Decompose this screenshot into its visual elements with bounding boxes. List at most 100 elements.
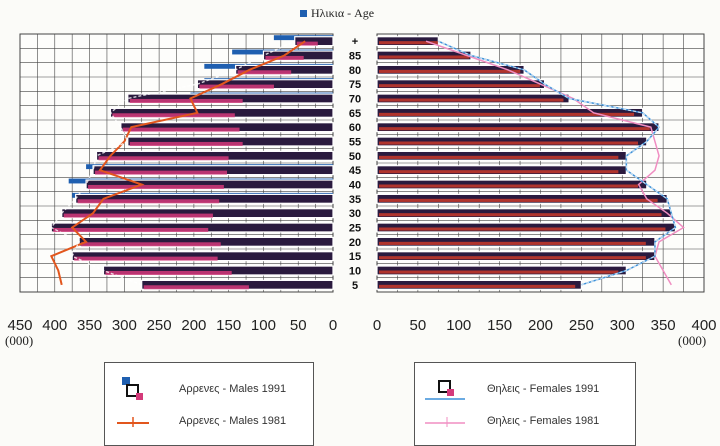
male-bar-pink-shadow xyxy=(199,84,274,89)
female-bar-red-shadow xyxy=(379,127,650,131)
legend-label-males-1991: Αρρενες - Males 1991 xyxy=(179,383,287,395)
legend-item-females-1981: Θηλεις - Females 1981 xyxy=(423,413,599,429)
age-label-25: 25 xyxy=(349,223,361,235)
age-label-35: 35 xyxy=(349,194,361,206)
male-bar-pink-shadow xyxy=(63,213,213,218)
age-label-30: 30 xyxy=(349,208,361,220)
age-label-+: + xyxy=(352,36,358,48)
male-bar-pink-shadow xyxy=(98,156,229,161)
male-1991-bar xyxy=(127,136,334,147)
right-axis-tick-250: 250 xyxy=(569,317,594,334)
lines-layer xyxy=(49,40,685,286)
female-bar-red-shadow xyxy=(379,198,658,202)
male-bar-pink-shadow xyxy=(129,141,243,146)
left-axis-tick-200: 200 xyxy=(181,317,206,334)
legend-swatch-males-1981 xyxy=(117,417,149,427)
legend-item-females-1991: Θηλεις - Females 1991 xyxy=(423,375,599,403)
male-bar-pink-shadow xyxy=(74,256,218,261)
female-1991-bar xyxy=(376,36,439,47)
bars-layer xyxy=(50,35,676,290)
female-bar-red-shadow xyxy=(379,141,638,145)
male-bar-pink-shadow xyxy=(122,127,240,132)
male-bar-pink-shadow xyxy=(296,41,318,46)
right-axis-tick-150: 150 xyxy=(487,317,512,334)
age-label-40: 40 xyxy=(349,180,361,192)
legend-males: Αρρενες - Males 1991 Αρρενες - Males 198… xyxy=(104,362,314,446)
age-label-65: 65 xyxy=(349,108,361,120)
male-bar-pink-shadow xyxy=(265,55,304,60)
legend-swatch-males-1991 xyxy=(122,377,143,400)
labels-layer: 5 10 15 20 25 30 35 40 45 50 55 60 65 70 75 80 85 +450 400… xyxy=(7,10,717,334)
left-axis-unit: (000) xyxy=(5,333,33,348)
left-axis-tick-300: 300 xyxy=(112,317,137,334)
right-axis-tick-100: 100 xyxy=(446,317,471,334)
age-label-75: 75 xyxy=(349,79,361,91)
left-axis-tick-100: 100 xyxy=(251,317,276,334)
legend-females: Θηλεις - Females 1991 Θηλεις - Females 1… xyxy=(414,362,636,446)
female-bar-red-shadow xyxy=(379,270,619,274)
female-bar-red-shadow xyxy=(379,256,646,260)
age-label-15: 15 xyxy=(349,251,361,263)
female-bar-red-shadow xyxy=(379,213,662,217)
title-blue-marker xyxy=(300,10,307,17)
age-label-5: 5 xyxy=(352,280,358,292)
male-1991-bar xyxy=(92,165,334,176)
females-1981-line xyxy=(425,40,685,286)
male-bar-pink-shadow xyxy=(53,227,209,232)
age-label-50: 50 xyxy=(349,151,361,163)
female-bar-red-shadow xyxy=(379,155,619,159)
legend-item-males-1981: Αρρενες - Males 1981 xyxy=(115,413,286,429)
age-label-70: 70 xyxy=(349,94,361,106)
right-axis-unit: (000) xyxy=(678,333,706,348)
male-bar-pink-shadow xyxy=(81,242,221,247)
left-axis-tick-400: 400 xyxy=(42,317,67,334)
left-axis-tick-350: 350 xyxy=(77,317,102,334)
left-axis-tick-150: 150 xyxy=(216,317,241,334)
age-label-80: 80 xyxy=(349,65,361,77)
age-label-60: 60 xyxy=(349,122,361,134)
left-axis-tick-250: 250 xyxy=(147,317,172,334)
males-1981-line xyxy=(49,40,306,286)
male-bar-pink-shadow xyxy=(237,70,292,75)
female-bar-red-shadow xyxy=(379,184,638,188)
female-bar-red-shadow xyxy=(379,55,470,59)
age-label-85: 85 xyxy=(349,51,361,63)
male-bar-pink-shadow xyxy=(129,98,243,103)
male-bar-pink-shadow xyxy=(77,199,220,204)
female-bar-red-shadow xyxy=(379,170,619,174)
males-1991-white-trace xyxy=(50,40,296,286)
age-label-10: 10 xyxy=(349,266,361,278)
female-bar-red-shadow xyxy=(379,227,666,231)
age-label-20: 20 xyxy=(349,237,361,249)
age-label-55: 55 xyxy=(349,137,361,149)
female-bar-red-shadow xyxy=(379,112,635,116)
right-axis-tick-300: 300 xyxy=(610,317,635,334)
male-bar-pink-shadow xyxy=(112,113,235,118)
left-axis-tick-0: 0 xyxy=(329,317,337,334)
legend-item-males-1991: Αρρενες - Males 1991 xyxy=(115,375,286,403)
legend-label-females-1991: Θηλεις - Females 1991 xyxy=(487,383,600,395)
right-axis-tick-200: 200 xyxy=(528,317,553,334)
right-axis-tick-350: 350 xyxy=(651,317,676,334)
legend-swatch-females-1981 xyxy=(425,417,465,427)
male-1991-bar xyxy=(95,150,334,161)
legend-label-males-1981: Αρρενες - Males 1981 xyxy=(179,415,287,427)
male-bar-pink-shadow xyxy=(105,270,232,275)
male-bar-pink-shadow xyxy=(143,285,249,290)
grid-layer xyxy=(19,33,705,293)
female-bar-red-shadow xyxy=(379,69,521,73)
male-bar-pink-shadow xyxy=(88,184,224,189)
female-bar-red-shadow xyxy=(379,284,576,288)
chart-title: Ηλικια - Age xyxy=(311,6,374,20)
female-bar-red-shadow xyxy=(379,241,646,245)
legend-label-females-1981: Θηλεις - Females 1981 xyxy=(487,415,600,427)
females-1991-white-trace xyxy=(438,40,677,286)
age-label-45: 45 xyxy=(349,165,361,177)
male-bar-pink-shadow xyxy=(95,170,228,175)
left-axis-tick-450: 450 xyxy=(7,317,32,334)
right-axis-tick-400: 400 xyxy=(691,317,716,334)
female-bar-red-shadow xyxy=(379,41,438,45)
left-axis-tick-50: 50 xyxy=(290,317,307,334)
right-axis-tick-50: 50 xyxy=(410,317,427,334)
